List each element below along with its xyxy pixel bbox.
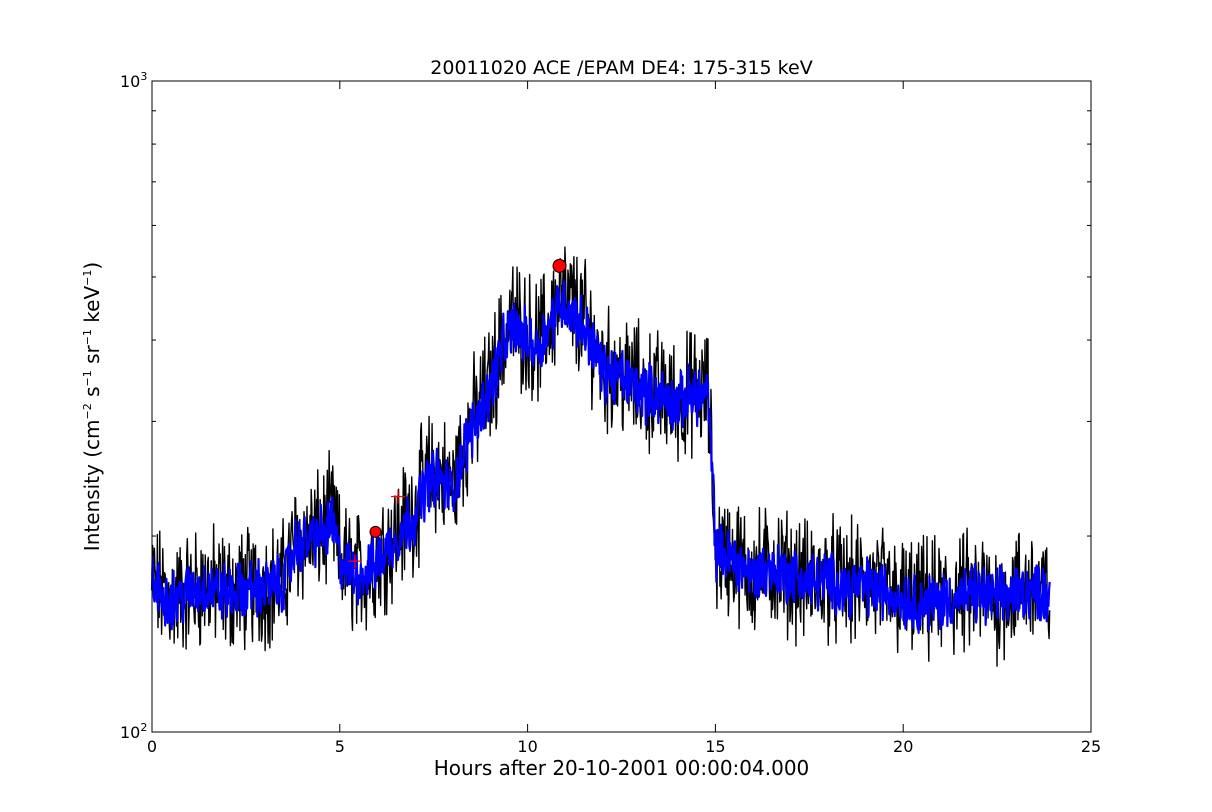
y-tick-exponent: 2 bbox=[140, 721, 147, 734]
chart-title: 20011020 ACE /EPAM DE4: 175-315 keV bbox=[430, 57, 812, 79]
x-tick-label: 5 bbox=[335, 737, 345, 756]
x-tick-label: 0 bbox=[147, 737, 157, 756]
marker-point-0 bbox=[552, 258, 567, 273]
plot-area bbox=[150, 246, 1051, 667]
series-line-1 bbox=[150, 279, 1051, 635]
marker-point-1 bbox=[369, 525, 382, 538]
y-tick-exponent: 3 bbox=[140, 70, 147, 83]
x-tick-label: 25 bbox=[1081, 737, 1101, 756]
marker-plus-3 bbox=[391, 489, 406, 504]
x-tick-label: 15 bbox=[705, 737, 725, 756]
x-tick-label: 10 bbox=[517, 737, 537, 756]
y-tick-base: 10 bbox=[120, 72, 140, 91]
marker-plus-2 bbox=[347, 554, 362, 569]
axes-frame bbox=[151, 80, 1092, 733]
y-axis-label: Intensity (cm−2 s−1 sr−1 keV−1) bbox=[80, 262, 104, 551]
y-tick-base: 10 bbox=[120, 723, 140, 742]
y-tick-label: 103 bbox=[120, 70, 147, 91]
y-tick-label: 102 bbox=[120, 721, 147, 742]
x-tick-label: 20 bbox=[893, 737, 913, 756]
x-axis-label: Hours after 20-10-2001 00:00:04.000 bbox=[434, 756, 810, 780]
